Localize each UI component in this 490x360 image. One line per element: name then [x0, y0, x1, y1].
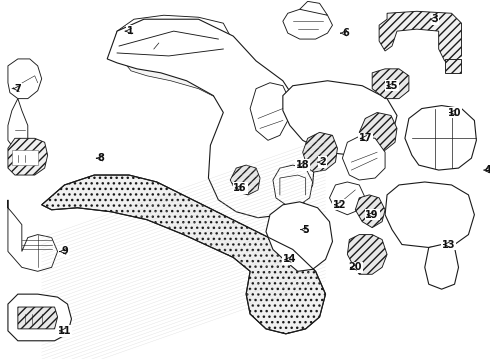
Text: 5: 5 — [302, 225, 309, 235]
Polygon shape — [347, 235, 387, 274]
Polygon shape — [425, 244, 459, 289]
Polygon shape — [12, 150, 38, 165]
Polygon shape — [293, 96, 385, 148]
Text: 7: 7 — [15, 84, 21, 94]
Polygon shape — [372, 69, 409, 99]
Polygon shape — [399, 210, 459, 235]
Text: 9: 9 — [61, 247, 68, 256]
Polygon shape — [300, 1, 327, 15]
Text: 8: 8 — [98, 153, 105, 163]
Polygon shape — [8, 138, 48, 175]
Polygon shape — [8, 294, 72, 341]
Polygon shape — [303, 132, 338, 172]
Polygon shape — [379, 11, 462, 61]
Polygon shape — [280, 212, 322, 264]
Text: 17: 17 — [359, 133, 372, 143]
Polygon shape — [127, 29, 306, 210]
Polygon shape — [343, 136, 385, 180]
Text: 20: 20 — [348, 262, 362, 272]
Text: 18: 18 — [296, 160, 310, 170]
Text: 15: 15 — [385, 81, 399, 91]
Polygon shape — [42, 175, 325, 334]
Polygon shape — [355, 195, 385, 228]
Text: 11: 11 — [58, 326, 71, 336]
Polygon shape — [283, 81, 397, 155]
Text: 1: 1 — [126, 26, 133, 36]
Text: 16: 16 — [233, 183, 247, 193]
Polygon shape — [329, 182, 365, 215]
Text: 4: 4 — [485, 165, 490, 175]
Text: 12: 12 — [333, 200, 346, 210]
Text: 6: 6 — [342, 28, 349, 38]
Text: 10: 10 — [448, 108, 461, 117]
Polygon shape — [385, 182, 474, 247]
Text: 14: 14 — [283, 255, 296, 264]
Polygon shape — [405, 105, 476, 170]
Polygon shape — [273, 165, 313, 205]
Text: 3: 3 — [431, 14, 438, 24]
Polygon shape — [107, 19, 316, 218]
Text: 13: 13 — [442, 239, 455, 249]
Polygon shape — [8, 99, 28, 148]
Polygon shape — [250, 83, 290, 140]
Polygon shape — [359, 113, 397, 152]
Text: 19: 19 — [366, 210, 379, 220]
Polygon shape — [230, 165, 260, 195]
Polygon shape — [8, 200, 57, 271]
Polygon shape — [283, 9, 333, 39]
Text: 2: 2 — [319, 157, 326, 167]
Polygon shape — [111, 15, 230, 69]
Polygon shape — [8, 59, 42, 99]
Polygon shape — [444, 59, 462, 73]
Polygon shape — [18, 307, 57, 329]
Polygon shape — [266, 202, 333, 271]
